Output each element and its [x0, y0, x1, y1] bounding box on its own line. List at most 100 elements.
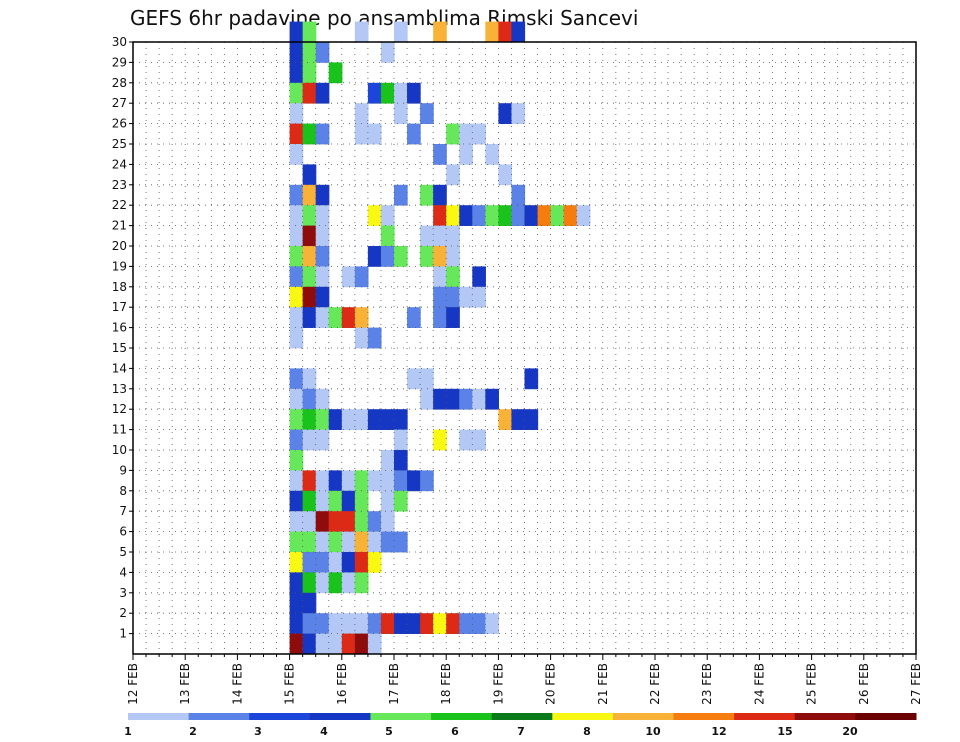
- heatmap-cell: [380, 205, 395, 226]
- y-tick-label: 24: [112, 157, 127, 171]
- heatmap-cell: [354, 307, 369, 328]
- heatmap-cell: [472, 613, 486, 634]
- legend-label: 20: [842, 725, 858, 738]
- heatmap-cell: [302, 531, 317, 553]
- y-tick-label: 30: [112, 35, 127, 49]
- y-tick-label: 2: [119, 606, 127, 620]
- heatmap-cell: [289, 307, 304, 328]
- heatmap-cell: [315, 286, 330, 308]
- heatmap-cell: [354, 531, 369, 553]
- heatmap-cell: [367, 246, 382, 267]
- heatmap-cell: [315, 246, 330, 267]
- x-tick-label: 15 FEB: [283, 663, 297, 705]
- heatmap-cell: [446, 123, 460, 145]
- legend-swatch: [370, 713, 432, 720]
- heatmap-cell: [407, 613, 421, 634]
- heatmap-cell: [289, 103, 304, 124]
- heatmap-cell: [328, 511, 343, 532]
- y-tick-label: 1: [119, 627, 127, 641]
- heatmap-cell: [367, 633, 382, 655]
- heatmap-cell: [289, 286, 304, 308]
- heatmap-cell: [302, 592, 317, 614]
- heatmap-cell: [289, 368, 304, 390]
- heatmap-cell: [302, 42, 317, 63]
- y-tick-label: 20: [112, 239, 127, 253]
- y-tick-label: 22: [112, 198, 127, 212]
- heatmap-cell: [394, 409, 408, 430]
- heatmap-cell: [315, 409, 330, 430]
- heatmap-cell: [354, 633, 369, 655]
- heatmap-cell: [380, 82, 395, 104]
- y-tick-label: 21: [112, 219, 127, 233]
- heatmap-cell: [341, 511, 356, 532]
- legend-label: 15: [777, 725, 792, 738]
- heatmap-cell: [485, 144, 499, 165]
- heatmap-cell: [315, 225, 330, 247]
- legend-swatch: [855, 713, 917, 720]
- heatmap-cell: [302, 470, 317, 492]
- legend-swatch: [431, 713, 493, 720]
- heatmap-cell: [302, 307, 317, 328]
- y-tick-label: 5: [119, 545, 127, 559]
- heatmap-cell: [289, 572, 304, 594]
- heatmap-cell: [354, 409, 369, 430]
- heatmap-cell: [394, 103, 408, 124]
- heatmap-cell: [315, 388, 330, 410]
- x-tick-label: 18 FEB: [439, 663, 453, 705]
- heatmap-cell: [394, 470, 408, 492]
- heatmap-cell: [433, 613, 447, 634]
- x-tick-label: 14 FEB: [230, 663, 244, 705]
- heatmap-cell: [315, 42, 330, 63]
- heatmap-cell: [354, 572, 369, 594]
- heatmap-cell: [315, 307, 330, 328]
- heatmap-cell: [367, 327, 382, 349]
- chart-title: GEFS 6hr padavine po ansamblima Rimski S…: [130, 6, 638, 30]
- heatmap-cell: [420, 470, 434, 492]
- heatmap-cell: [328, 531, 343, 553]
- legend-swatch: [673, 713, 735, 720]
- x-tick-label: 26 FEB: [857, 663, 871, 705]
- heatmap-cell: [302, 572, 317, 594]
- heatmap-cell: [367, 409, 382, 430]
- heatmap-cell: [354, 123, 369, 145]
- heatmap-cell: [289, 246, 304, 267]
- x-tick-label: 24 FEB: [752, 663, 766, 705]
- y-tick-label: 10: [112, 443, 127, 457]
- y-axis: 1234567891011121314151617181920212223242…: [112, 35, 133, 641]
- y-tick-label: 7: [119, 504, 127, 518]
- heatmap-cell: [498, 164, 513, 186]
- heatmap-cell: [524, 205, 539, 226]
- heatmap-cell: [550, 205, 565, 226]
- legend-label: 1: [124, 725, 132, 738]
- heatmap-cell: [289, 490, 304, 512]
- heatmap-cell: [498, 409, 513, 430]
- heatmap-cell: [420, 103, 434, 124]
- heatmap-cell: [537, 205, 552, 226]
- heatmap-cell: [289, 429, 304, 451]
- x-tick-label: 27 FEB: [909, 663, 923, 705]
- heatmap-cell: [498, 205, 513, 226]
- heatmap-cell: [433, 246, 447, 267]
- heatmap-cell: [315, 266, 330, 288]
- legend-swatch: [734, 713, 796, 720]
- heatmap-cell: [433, 205, 447, 226]
- heatmap-cell: [302, 368, 317, 390]
- y-tick-label: 16: [112, 321, 127, 335]
- heatmap-cell: [511, 409, 526, 430]
- heatmap-cell: [380, 409, 395, 430]
- heatmap-cell: [367, 613, 382, 634]
- y-tick-label: 28: [112, 76, 127, 90]
- legend-swatch: [309, 713, 371, 720]
- heatmap-cell: [380, 246, 395, 267]
- heatmap-cell: [315, 470, 330, 492]
- legend-swatch: [612, 713, 675, 720]
- heatmap-cell: [302, 613, 317, 634]
- heatmap-cell: [354, 266, 369, 288]
- x-tick-label: 25 FEB: [805, 663, 819, 705]
- heatmap-cell: [302, 205, 317, 226]
- heatmap-cell: [302, 266, 317, 288]
- heatmap-cell: [328, 572, 343, 594]
- grid-lines: [133, 42, 916, 654]
- heatmap-cell: [563, 205, 578, 226]
- y-tick-label: 13: [112, 382, 127, 396]
